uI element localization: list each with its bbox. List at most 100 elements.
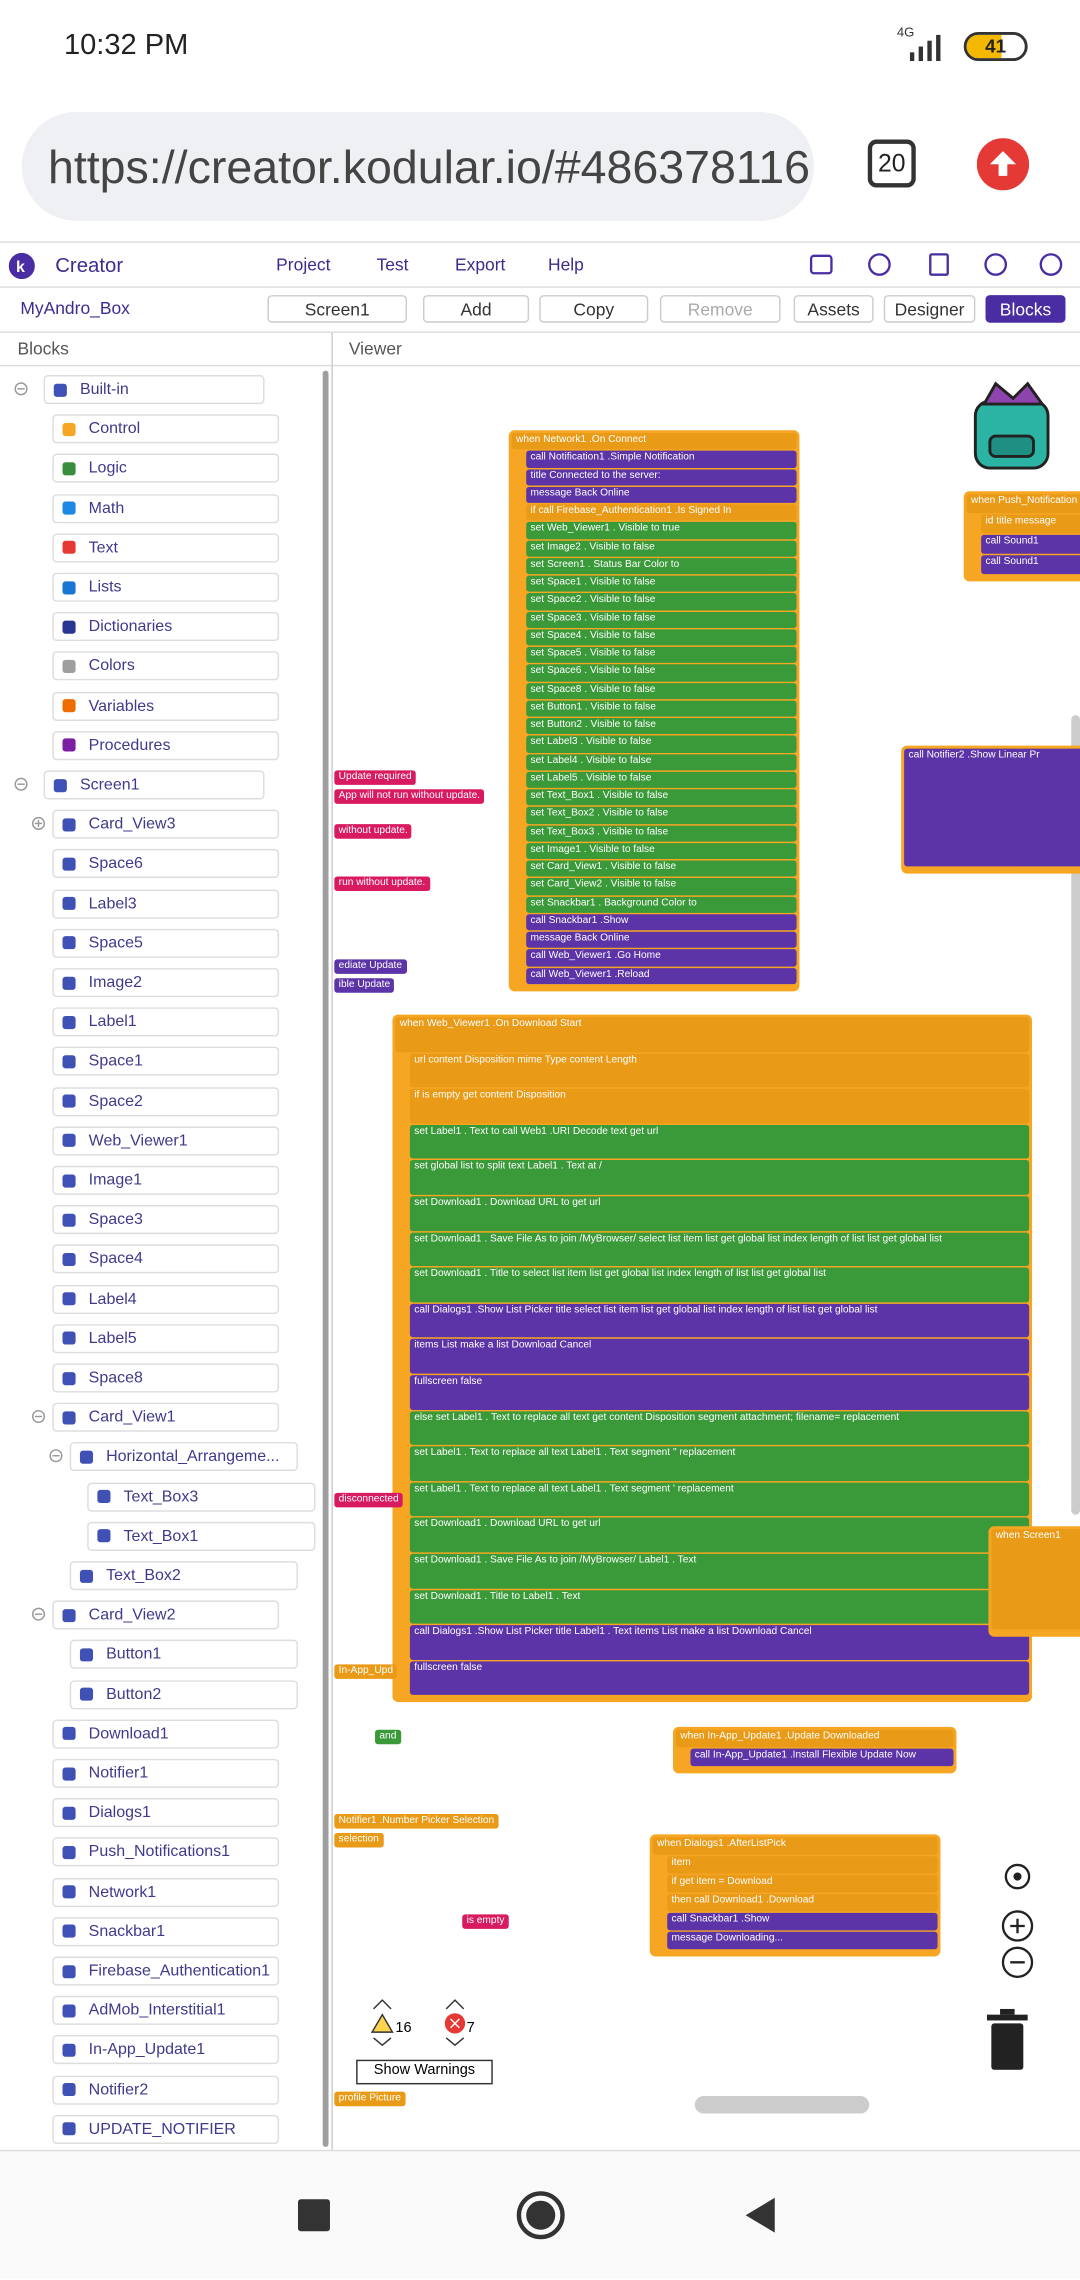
node-icon	[62, 1845, 76, 1859]
show-warnings-button[interactable]: Show Warnings	[356, 2059, 493, 2085]
toolbar-button[interactable]: Remove	[659, 295, 781, 323]
tree-node[interactable]: Card_View1	[52, 1402, 280, 1433]
nav-item[interactable]: Test	[376, 254, 409, 275]
node-label: Text_Box2	[106, 1566, 181, 1585]
tree-node[interactable]: Label5	[52, 1323, 280, 1353]
toolbar-button[interactable]: Copy	[539, 295, 649, 323]
tree-node[interactable]: Web_Viewer1	[52, 1126, 280, 1156]
block-fragment: without update.	[334, 824, 413, 839]
tree-node[interactable]: Text_Box3	[87, 1482, 316, 1512]
nav-icons[interactable]	[291, 2188, 785, 2246]
zoom-controls[interactable]	[999, 1858, 1037, 1989]
toolbar-button[interactable]: Assets	[793, 295, 874, 323]
tree-node[interactable]: Image2	[52, 968, 280, 998]
tree-node[interactable]: Download1	[52, 1719, 280, 1749]
block-row: call Sound1	[981, 555, 1080, 575]
toolbar-button[interactable]: Screen1	[267, 295, 407, 323]
toolbar-button[interactable]: Blocks	[985, 295, 1066, 323]
node-icon	[62, 1213, 76, 1227]
toggle[interactable]	[31, 1607, 46, 1621]
nav-item[interactable]: Help	[547, 254, 584, 275]
tree-node[interactable]: UPDATE_NOTIFIER	[52, 2114, 280, 2144]
error-count: 7	[466, 2020, 475, 2037]
scrollbar	[694, 2096, 870, 2114]
tree-node[interactable]: Notifier2	[52, 2075, 280, 2105]
tree-node[interactable]: Control	[52, 414, 280, 444]
block-fragment: is empty	[462, 1914, 509, 1929]
tree-node[interactable]: Dialogs1	[52, 1798, 280, 1828]
toggle[interactable]	[31, 817, 46, 831]
url-bar[interactable]: https://creator.kodular.io/#486378116	[21, 111, 814, 221]
tree-node[interactable]: Card_View2	[52, 1600, 280, 1630]
tab-count[interactable]: 20	[867, 139, 916, 188]
block-row: set Screen1 . Status Bar Color to	[526, 557, 797, 575]
tree-node[interactable]: Space4	[52, 1244, 280, 1274]
nav-item[interactable]: Project	[276, 254, 331, 275]
tree-node[interactable]: Lists	[52, 572, 280, 602]
tree-node[interactable]: Snackbar1	[52, 1916, 280, 1947]
block-fragment: and	[375, 1729, 401, 1745]
node-icon	[62, 1015, 76, 1029]
block-row: call Snackbar1 .Show	[526, 913, 797, 931]
tree-node[interactable]: Card_View3	[52, 809, 280, 839]
trash[interactable]	[984, 2008, 1031, 2070]
tree-node[interactable]: AdMob_Interstitial1	[52, 1996, 280, 2026]
block-row: message Back Online	[526, 931, 797, 949]
tree-node[interactable]: Procedures	[52, 730, 280, 760]
tree-node[interactable]: Space8	[52, 1363, 280, 1393]
divider	[0, 241, 1080, 243]
scrollbar	[1071, 715, 1080, 1515]
tree-node[interactable]: Label1	[52, 1007, 280, 1037]
tree-node[interactable]: Screen1	[43, 770, 265, 800]
tree-node[interactable]: Text	[52, 533, 280, 563]
block-row: message Back Online	[526, 486, 797, 503]
tree-node[interactable]: Button2	[69, 1679, 298, 1709]
divider	[0, 364, 1080, 367]
tree-node[interactable]: Space2	[52, 1086, 280, 1116]
tree-node[interactable]: Push_Notifications1	[52, 1837, 280, 1867]
toolbar-button[interactable]: Designer	[883, 295, 976, 323]
node-icon	[62, 857, 76, 871]
node-label: Snackbar1	[88, 1922, 166, 1941]
tree-node[interactable]: Text_Box2	[69, 1561, 298, 1591]
tree-node[interactable]: Colors	[52, 651, 280, 681]
toolbar-button[interactable]: Add	[422, 295, 530, 323]
tree-node[interactable]: Dictionaries	[52, 612, 280, 642]
node-icon	[62, 817, 76, 831]
node-label: Horizontal_Arrangeme...	[106, 1448, 280, 1466]
block-fragment: App will not run without update.	[334, 789, 485, 804]
tree-node[interactable]: Space1	[52, 1047, 280, 1077]
block-row: call Sound1	[981, 534, 1080, 554]
toggle[interactable]	[31, 1410, 46, 1424]
tree-node[interactable]: Firebase_Authentication1	[52, 1956, 280, 1986]
tree-node[interactable]: Math	[52, 493, 280, 523]
toggle[interactable]	[49, 1449, 63, 1463]
tree-node[interactable]: Variables	[52, 691, 280, 721]
battery: 41	[963, 31, 1028, 62]
tree-node[interactable]: Image1	[52, 1165, 280, 1195]
tree-node[interactable]: Notifier1	[52, 1758, 280, 1788]
tree-node[interactable]: Logic	[52, 454, 280, 484]
tree-node[interactable]: Horizontal_Arrangeme...	[69, 1442, 298, 1472]
tree-node[interactable]: Network1	[52, 1877, 280, 1907]
block-row: set Download1 . Title to select list ite…	[409, 1267, 1030, 1303]
toggle[interactable]	[14, 777, 28, 791]
tree-node[interactable]: Space6	[52, 849, 280, 879]
tree-node[interactable]: Label3	[52, 888, 280, 919]
tree-node[interactable]: In-App_Update1	[52, 2035, 280, 2065]
tree-node[interactable]: Button1	[69, 1640, 298, 1670]
tree-node[interactable]: Space3	[52, 1205, 280, 1235]
nav-item[interactable]: Export	[454, 254, 506, 275]
block-row: set Download1 . Save File As to join /My…	[409, 1553, 1030, 1589]
tree-node[interactable]: Label4	[52, 1284, 280, 1314]
tree-node[interactable]: Built-in	[43, 375, 265, 405]
node-label: UPDATE_NOTIFIER	[88, 2120, 236, 2138]
block-row: fullscreen false	[409, 1375, 1030, 1410]
update-button[interactable]	[976, 138, 1030, 191]
toggle[interactable]	[14, 382, 28, 396]
brand: Creator	[55, 252, 124, 277]
block-row: call Snackbar1 .Show	[667, 1912, 938, 1931]
tree-node[interactable]: Text_Box1	[87, 1521, 316, 1551]
block-row: set Label3 . Visible to false	[526, 735, 797, 753]
tree-node[interactable]: Space5	[52, 928, 280, 958]
